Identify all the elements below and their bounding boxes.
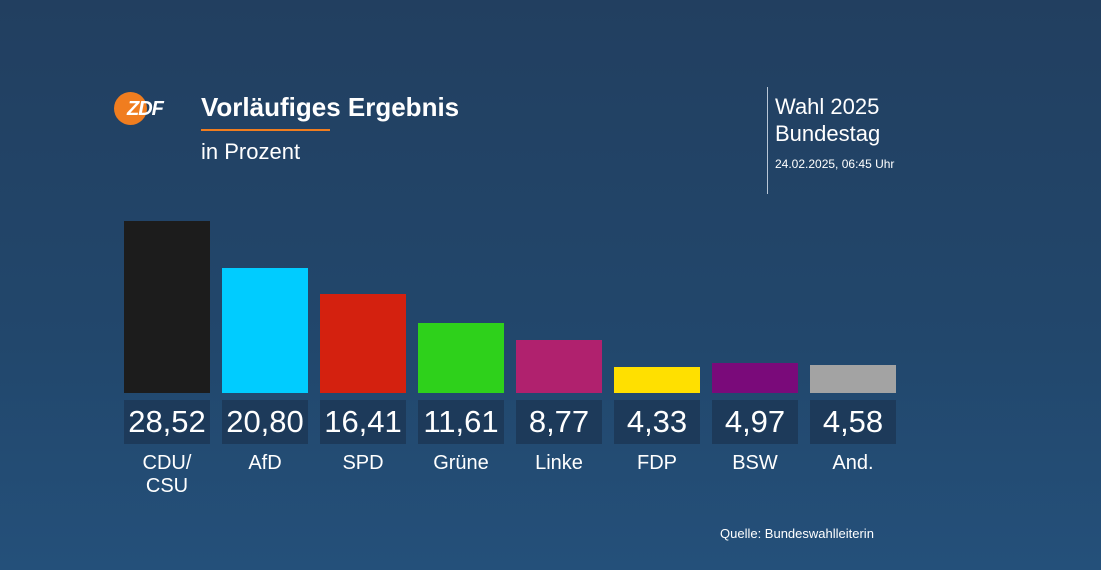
bar-6 bbox=[712, 363, 798, 393]
bar-1 bbox=[222, 268, 308, 393]
timestamp: 24.02.2025, 06:45 Uhr bbox=[775, 157, 895, 171]
bar-3 bbox=[418, 323, 504, 393]
bar-4 bbox=[516, 340, 602, 393]
category-label-0: CDU/ CSU bbox=[142, 452, 192, 497]
bar-5 bbox=[614, 367, 700, 393]
value-label-1: 20,80 bbox=[222, 400, 308, 444]
value-label-0: 28,52 bbox=[124, 400, 210, 444]
value-label-6: 4,97 bbox=[712, 400, 798, 444]
bar-0 bbox=[124, 221, 210, 393]
chart-subtitle: in Prozent bbox=[201, 139, 301, 164]
category-label-1: AfD bbox=[248, 452, 282, 474]
logo-text: ZDF bbox=[127, 98, 164, 120]
source-note: Quelle: Bundeswahlleiterin bbox=[720, 526, 874, 541]
chart-title: Vorläufiges Ergebnis bbox=[201, 92, 460, 122]
value-label-4: 8,77 bbox=[516, 400, 602, 444]
category-label-3: Grüne bbox=[433, 452, 489, 474]
bar-2 bbox=[320, 294, 406, 393]
category-label-5: FDP bbox=[637, 452, 677, 474]
header-divider bbox=[767, 87, 768, 194]
value-label-2: 16,41 bbox=[320, 400, 406, 444]
value-label-7: 4,58 bbox=[810, 400, 896, 444]
election-label: Wahl 2025 Bundestag bbox=[775, 93, 880, 147]
election-name: Wahl 2025 bbox=[775, 94, 880, 119]
category-label-4: Linke bbox=[535, 452, 583, 474]
title-underline bbox=[201, 129, 330, 131]
category-label-6: BSW bbox=[732, 452, 778, 474]
bar-7 bbox=[810, 365, 896, 393]
logo-circle bbox=[114, 92, 147, 125]
election-body: Bundestag bbox=[775, 121, 881, 146]
zdf-logo: ZDF bbox=[114, 92, 176, 126]
value-label-5: 4,33 bbox=[614, 400, 700, 444]
value-label-3: 11,61 bbox=[418, 400, 504, 444]
category-label-7: And. bbox=[832, 452, 874, 474]
category-label-2: SPD bbox=[342, 452, 384, 474]
